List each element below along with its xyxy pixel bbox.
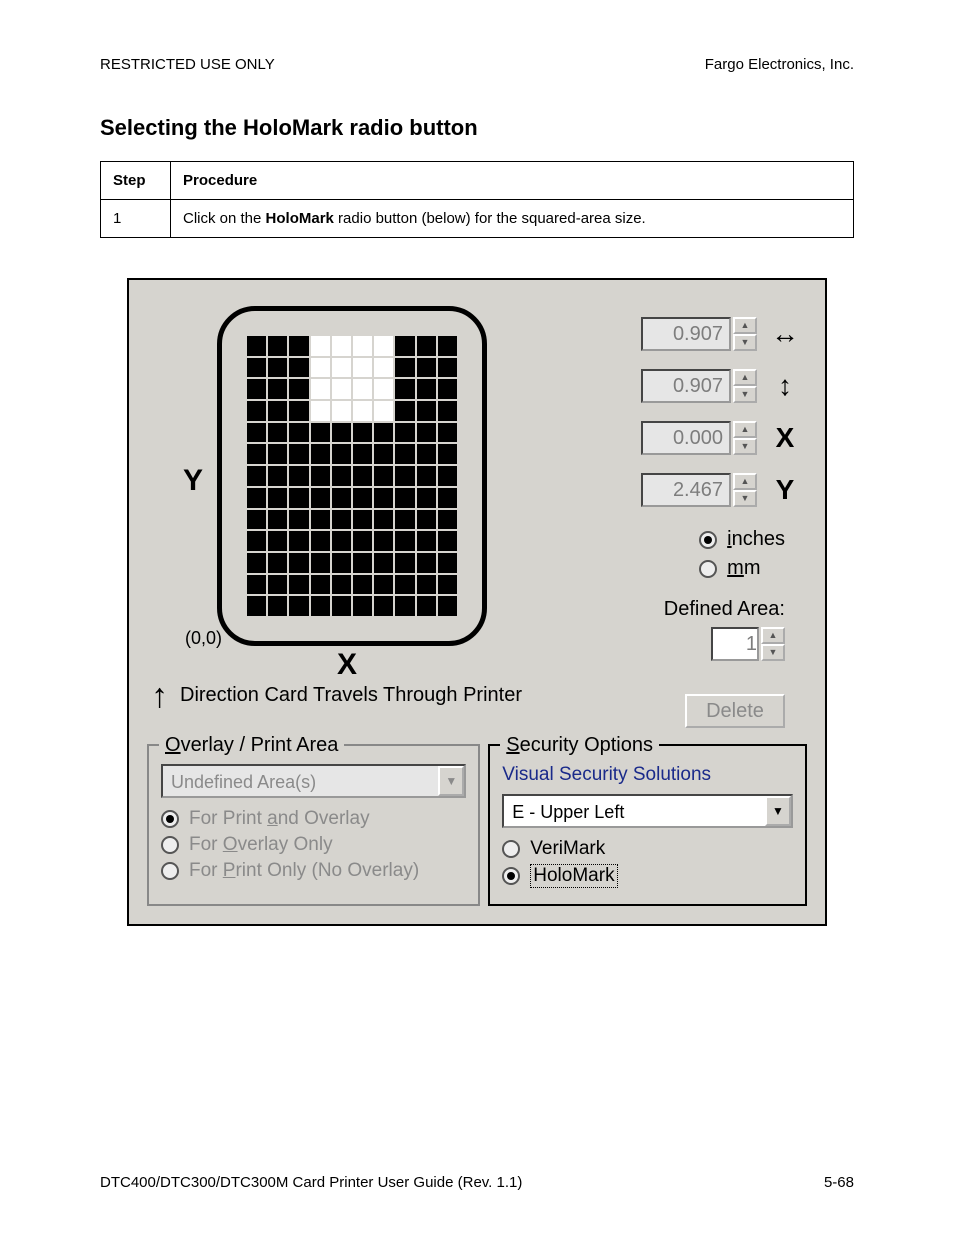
overlay-radio-0[interactable]: [161, 810, 179, 828]
overlay-area-combo[interactable]: Undefined Area(s) ▼: [161, 764, 466, 798]
unit-radio-group: inches mm: [699, 528, 785, 586]
proc-post: radio button (below) for the squared-are…: [334, 210, 646, 227]
origin-label: (0,0): [185, 628, 222, 649]
procedure-cell: Click on the HoloMark radio button (belo…: [171, 200, 854, 238]
dim-input-2[interactable]: 0.000: [641, 421, 731, 455]
dim-icon-3: Y: [767, 474, 803, 506]
th-procedure: Procedure: [171, 162, 854, 200]
dim-icon-1: ↕: [767, 370, 803, 402]
delete-button[interactable]: Delete: [685, 694, 785, 728]
procedure-table: Step Procedure 1 Click on the HoloMark r…: [100, 161, 854, 238]
proc-pre: Click on the: [183, 210, 266, 227]
footer-guide: DTC400/DTC300/DTC300M Card Printer User …: [100, 1174, 522, 1191]
header-company: Fargo Electronics, Inc.: [705, 56, 854, 73]
defined-area-value[interactable]: 1: [711, 627, 759, 661]
radio-mm[interactable]: [699, 560, 717, 578]
direction-label: Direction Card Travels Through Printer: [180, 684, 522, 707]
dim-icon-2: X: [767, 422, 803, 454]
preview-grid: [247, 336, 457, 616]
th-step: Step: [101, 162, 171, 200]
card-preview: [217, 306, 487, 646]
dimension-spinners: 0.907▲▼↔0.907▲▼↕0.000▲▼X2.467▲▼Y: [573, 312, 803, 520]
dim-stepper-1[interactable]: ▲▼: [733, 369, 757, 403]
security-options-group: Security Options Visual Security Solutio…: [488, 744, 807, 906]
dim-stepper-2[interactable]: ▲▼: [733, 421, 757, 455]
section-title: Selecting the HoloMark radio button: [100, 115, 854, 141]
dim-stepper-3[interactable]: ▲▼: [733, 473, 757, 507]
overlay-legend: Overlay / Print Area: [159, 734, 344, 757]
radio-inches-label: inches: [727, 528, 785, 551]
radio-verimark-label: VeriMark: [530, 838, 605, 860]
vss-combo[interactable]: E - Upper Left ▼: [502, 794, 793, 828]
x-axis-label: X: [337, 648, 357, 682]
overlay-radio-1[interactable]: [161, 836, 179, 854]
radio-holomark-label: HoloMark: [530, 864, 617, 888]
up-arrow-icon: ↑: [151, 686, 168, 706]
dialog-panel: Y X (0,0) 0.907▲▼↔0.907▲▼↕0.000▲▼X2.467▲…: [127, 278, 827, 926]
chevron-down-icon: ▼: [765, 796, 791, 826]
dim-input-3[interactable]: 2.467: [641, 473, 731, 507]
dim-stepper-0[interactable]: ▲▼: [733, 317, 757, 351]
radio-inches[interactable]: [699, 531, 717, 549]
chevron-down-icon: ▼: [438, 766, 464, 796]
vss-label: Visual Security Solutions: [502, 764, 793, 786]
table-row: 1 Click on the HoloMark radio button (be…: [101, 200, 854, 238]
overlay-radio-label-2: For Print Only (No Overlay): [189, 860, 419, 882]
step-number: 1: [101, 200, 171, 238]
overlay-radio-label-1: For Overlay Only: [189, 834, 333, 856]
overlay-radio-label-0: For Print and Overlay: [189, 808, 370, 830]
defined-area-label: Defined Area:: [664, 598, 785, 621]
vss-combo-text: E - Upper Left: [504, 796, 765, 826]
overlay-print-area-group: Overlay / Print Area Undefined Area(s) ▼…: [147, 744, 480, 906]
defined-area-stepper[interactable]: ▲▼: [761, 627, 785, 661]
proc-bold: HoloMark: [266, 210, 334, 227]
header-restricted: RESTRICTED USE ONLY: [100, 56, 275, 73]
footer-page: 5-68: [824, 1174, 854, 1191]
dim-input-1[interactable]: 0.907: [641, 369, 731, 403]
dim-icon-0: ↔: [767, 318, 803, 350]
dim-input-0[interactable]: 0.907: [641, 317, 731, 351]
defined-area-group: Defined Area: 1 ▲▼: [664, 598, 785, 661]
radio-holomark[interactable]: [502, 867, 520, 885]
overlay-radio-2[interactable]: [161, 862, 179, 880]
radio-verimark[interactable]: [502, 840, 520, 858]
radio-mm-label: mm: [727, 557, 760, 580]
overlay-combo-text: Undefined Area(s): [163, 766, 438, 796]
security-legend: Security Options: [500, 734, 659, 757]
y-axis-label: Y: [183, 464, 203, 498]
